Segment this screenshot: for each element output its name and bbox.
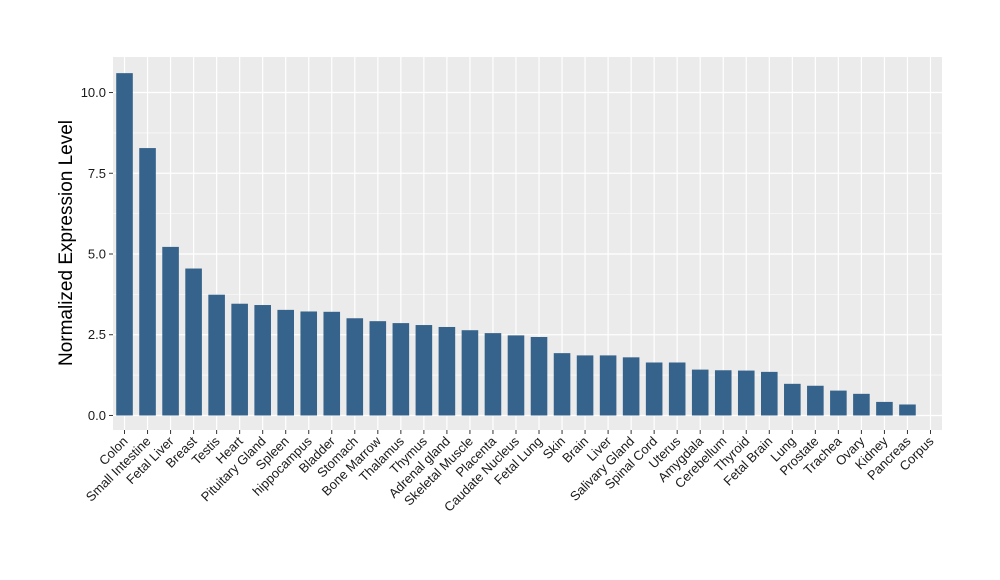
y-axis-title: Normalized Expression Level bbox=[56, 120, 77, 366]
bar-bone-marrow bbox=[369, 321, 387, 416]
bar-spinal-cord bbox=[645, 362, 663, 416]
minor-gridlines bbox=[113, 132, 942, 376]
bar-skin bbox=[553, 353, 571, 416]
bar-thymus bbox=[415, 325, 433, 416]
bar-salivary-gland bbox=[622, 357, 640, 416]
bar-liver bbox=[599, 355, 617, 416]
bar-amygdala bbox=[691, 369, 709, 416]
bar-thyroid bbox=[737, 370, 755, 416]
y-tick-label: 5.0 bbox=[88, 246, 106, 261]
bar-fetal-brain bbox=[761, 371, 778, 416]
bar-lung bbox=[784, 383, 801, 416]
bar-fetal-lung bbox=[530, 336, 548, 416]
bar-prostate bbox=[807, 385, 824, 416]
y-tick-label: 10.0 bbox=[81, 85, 106, 100]
bar-breast bbox=[185, 268, 202, 416]
bar-thalamus bbox=[392, 323, 410, 416]
bar-cerebellum bbox=[714, 370, 732, 416]
bar-uterus bbox=[668, 362, 686, 416]
bar-hippocampus bbox=[300, 311, 318, 416]
y-tick-label: 2.5 bbox=[88, 327, 106, 342]
y-tick-label: 0.0 bbox=[88, 408, 106, 423]
bar-pancreas bbox=[899, 404, 916, 416]
y-axis: 0.0 2.5 5.0 7.5 10.0 bbox=[81, 85, 113, 423]
bar-testis bbox=[208, 294, 225, 416]
bar-bladder bbox=[323, 311, 341, 416]
plot-panel bbox=[113, 57, 942, 430]
bar-trachea bbox=[830, 390, 847, 416]
bar-colon bbox=[116, 73, 133, 416]
bar-adrenal-gland bbox=[438, 326, 456, 416]
bar-heart bbox=[231, 303, 248, 416]
bar-caudate-nucleus bbox=[507, 335, 525, 416]
bar-placenta bbox=[484, 333, 502, 416]
bars bbox=[116, 73, 916, 416]
bar-stomach bbox=[346, 318, 364, 416]
y-tick-label: 7.5 bbox=[88, 166, 106, 181]
bar-pituitary-gland bbox=[254, 305, 271, 416]
bar-small-intestine bbox=[139, 148, 156, 416]
bar-ovary bbox=[853, 393, 870, 416]
bar-fetal-liver bbox=[162, 246, 179, 416]
bar-spleen bbox=[277, 309, 294, 416]
bar-skeletal-muscle bbox=[461, 330, 479, 416]
bar-kidney bbox=[876, 401, 893, 416]
bar-brain bbox=[576, 355, 594, 416]
